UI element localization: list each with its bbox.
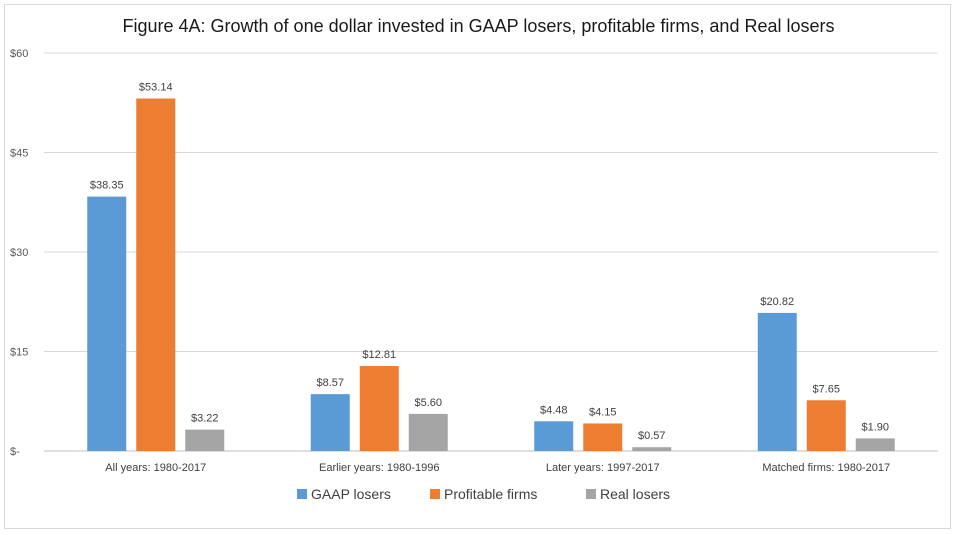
data-label-profitable-firms-3: $7.65 [812,383,840,395]
legend-swatch-profitable-firms [430,489,440,499]
y-tick-label-30: $30 [10,247,28,259]
bar-real-losers-0 [185,429,225,451]
x-tick-label-2: Later years: 1997-2017 [546,462,660,474]
legend-swatch-real-losers [586,489,596,499]
chart-title: Figure 4A: Growth of one dollar invested… [122,16,835,36]
data-label-gaap-losers-0: $38.35 [90,180,124,192]
y-tick-label-60: $60 [10,48,28,60]
data-label-profitable-firms-0: $53.14 [139,82,173,94]
data-label-real-losers-0: $3.22 [191,413,219,425]
data-label-profitable-firms-2: $4.15 [589,406,617,418]
bar-profitable-firms-1 [359,366,399,451]
x-tick-label-1: Earlier years: 1980-1996 [319,462,439,474]
y-tick-label-45: $45 [10,148,28,160]
legend-swatch-gaap-losers [297,489,307,499]
bar-real-losers-2 [632,447,672,451]
data-label-real-losers-1: $5.60 [414,397,442,409]
legend-label-real-losers: Real losers [600,486,670,502]
bar-profitable-firms-3 [806,400,846,451]
data-label-gaap-losers-1: $8.57 [316,377,344,389]
bar-gaap-losers-1 [310,394,350,451]
bar-profitable-firms-0 [136,98,176,451]
y-tick-label-0: $- [10,446,20,458]
bar-real-losers-1 [408,413,448,451]
bar-gaap-losers-0 [87,196,127,451]
data-label-gaap-losers-2: $4.48 [540,404,568,416]
x-tick-label-0: All years: 1980-2017 [105,462,206,474]
bar-profitable-firms-2 [583,423,623,451]
legend-label-profitable-firms: Profitable firms [444,486,537,502]
legend-label-gaap-losers: GAAP losers [311,486,391,502]
data-label-real-losers-2: $0.57 [638,430,666,442]
bar-gaap-losers-3 [757,312,797,451]
bar-real-losers-3 [855,438,895,451]
data-label-gaap-losers-3: $20.82 [760,296,794,308]
y-tick-label-15: $15 [10,347,28,359]
x-tick-label-3: Matched firms: 1980-2017 [762,462,890,474]
data-label-profitable-firms-1: $12.81 [362,349,396,361]
data-label-real-losers-3: $1.90 [861,421,889,433]
bar-gaap-losers-2 [534,421,574,451]
